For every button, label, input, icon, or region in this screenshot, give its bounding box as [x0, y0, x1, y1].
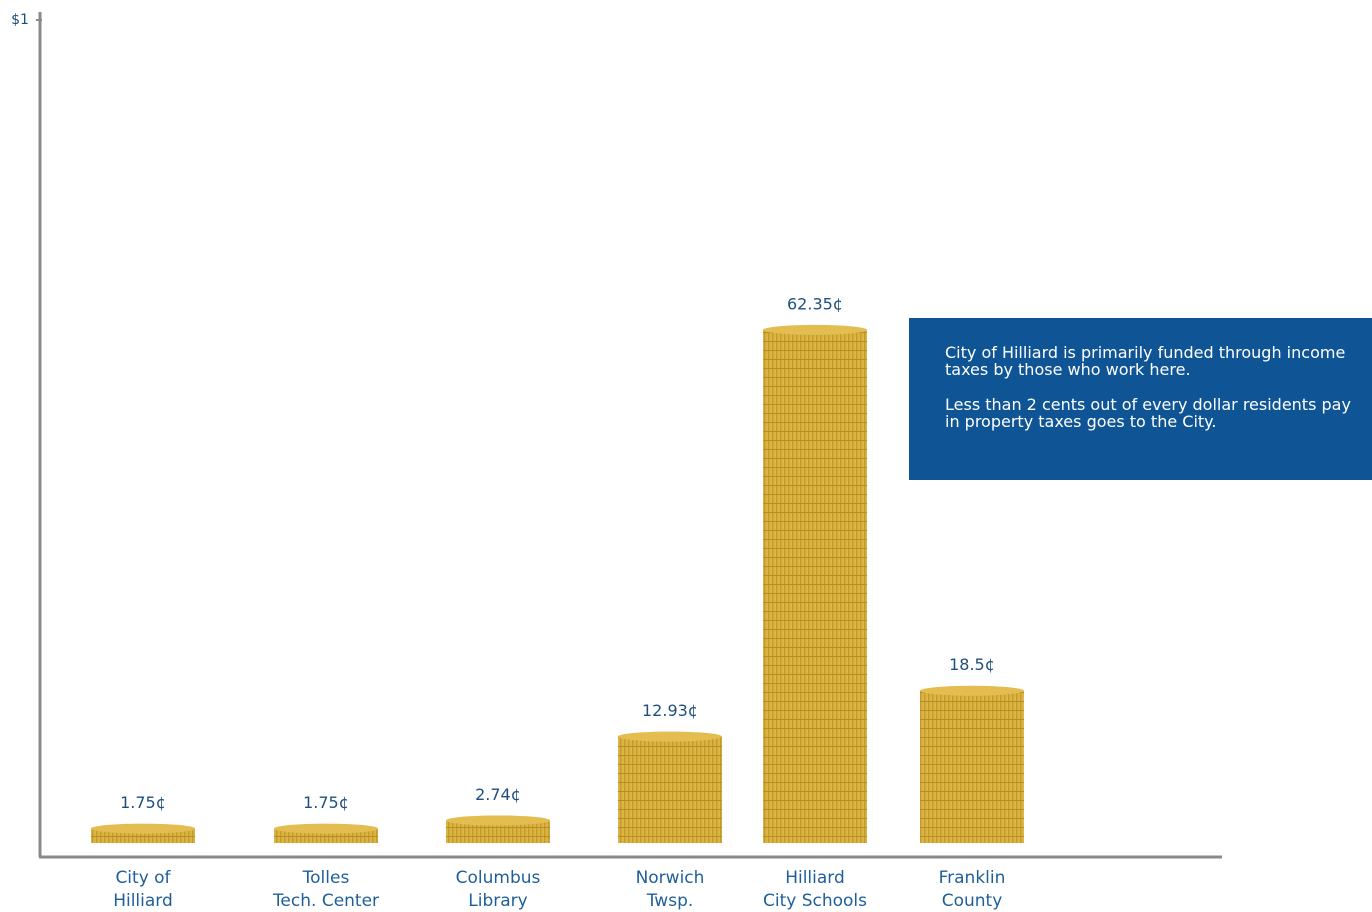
x-tick-label: Twsp. — [646, 891, 694, 911]
annotation-text: Less than 2 cents out of every dollar re… — [945, 395, 1351, 431]
coin-stack — [446, 820, 550, 843]
coin-stack — [618, 736, 722, 843]
x-tick-label: City Schools — [763, 891, 867, 911]
annotation-box: City of Hilliard is primarily funded thr… — [909, 318, 1372, 480]
x-tick-label: Hilliard — [785, 868, 845, 888]
coin-top — [763, 324, 867, 335]
coin-top — [446, 815, 550, 826]
coin-top — [274, 823, 378, 834]
coin-stack — [763, 329, 867, 843]
value-label: 1.75¢ — [303, 793, 349, 812]
y-tick-label: $1 — [11, 12, 29, 28]
coin-top — [91, 823, 195, 834]
x-tick-label: Norwich — [636, 868, 705, 888]
x-tick-label: Tech. Center — [272, 891, 379, 911]
value-label: 12.93¢ — [642, 701, 698, 720]
x-tick-label: Hilliard — [113, 891, 173, 911]
value-label: 2.74¢ — [475, 785, 521, 804]
value-label: 62.35¢ — [787, 294, 843, 313]
coin-top — [920, 685, 1024, 696]
x-tick-label: County — [942, 891, 1003, 911]
value-label: 18.5¢ — [949, 655, 995, 674]
x-tick-label: City of — [115, 868, 171, 888]
x-tick-label: Franklin — [939, 868, 1006, 888]
coin-top — [618, 731, 722, 742]
x-tick-label: Library — [468, 891, 527, 911]
x-tick-label: Tolles — [302, 868, 350, 888]
x-tick-label: Columbus — [456, 868, 541, 888]
coin-stack — [920, 690, 1024, 843]
annotation-text: City of Hilliard is primarily funded thr… — [945, 343, 1346, 379]
value-label: 1.75¢ — [120, 793, 166, 812]
